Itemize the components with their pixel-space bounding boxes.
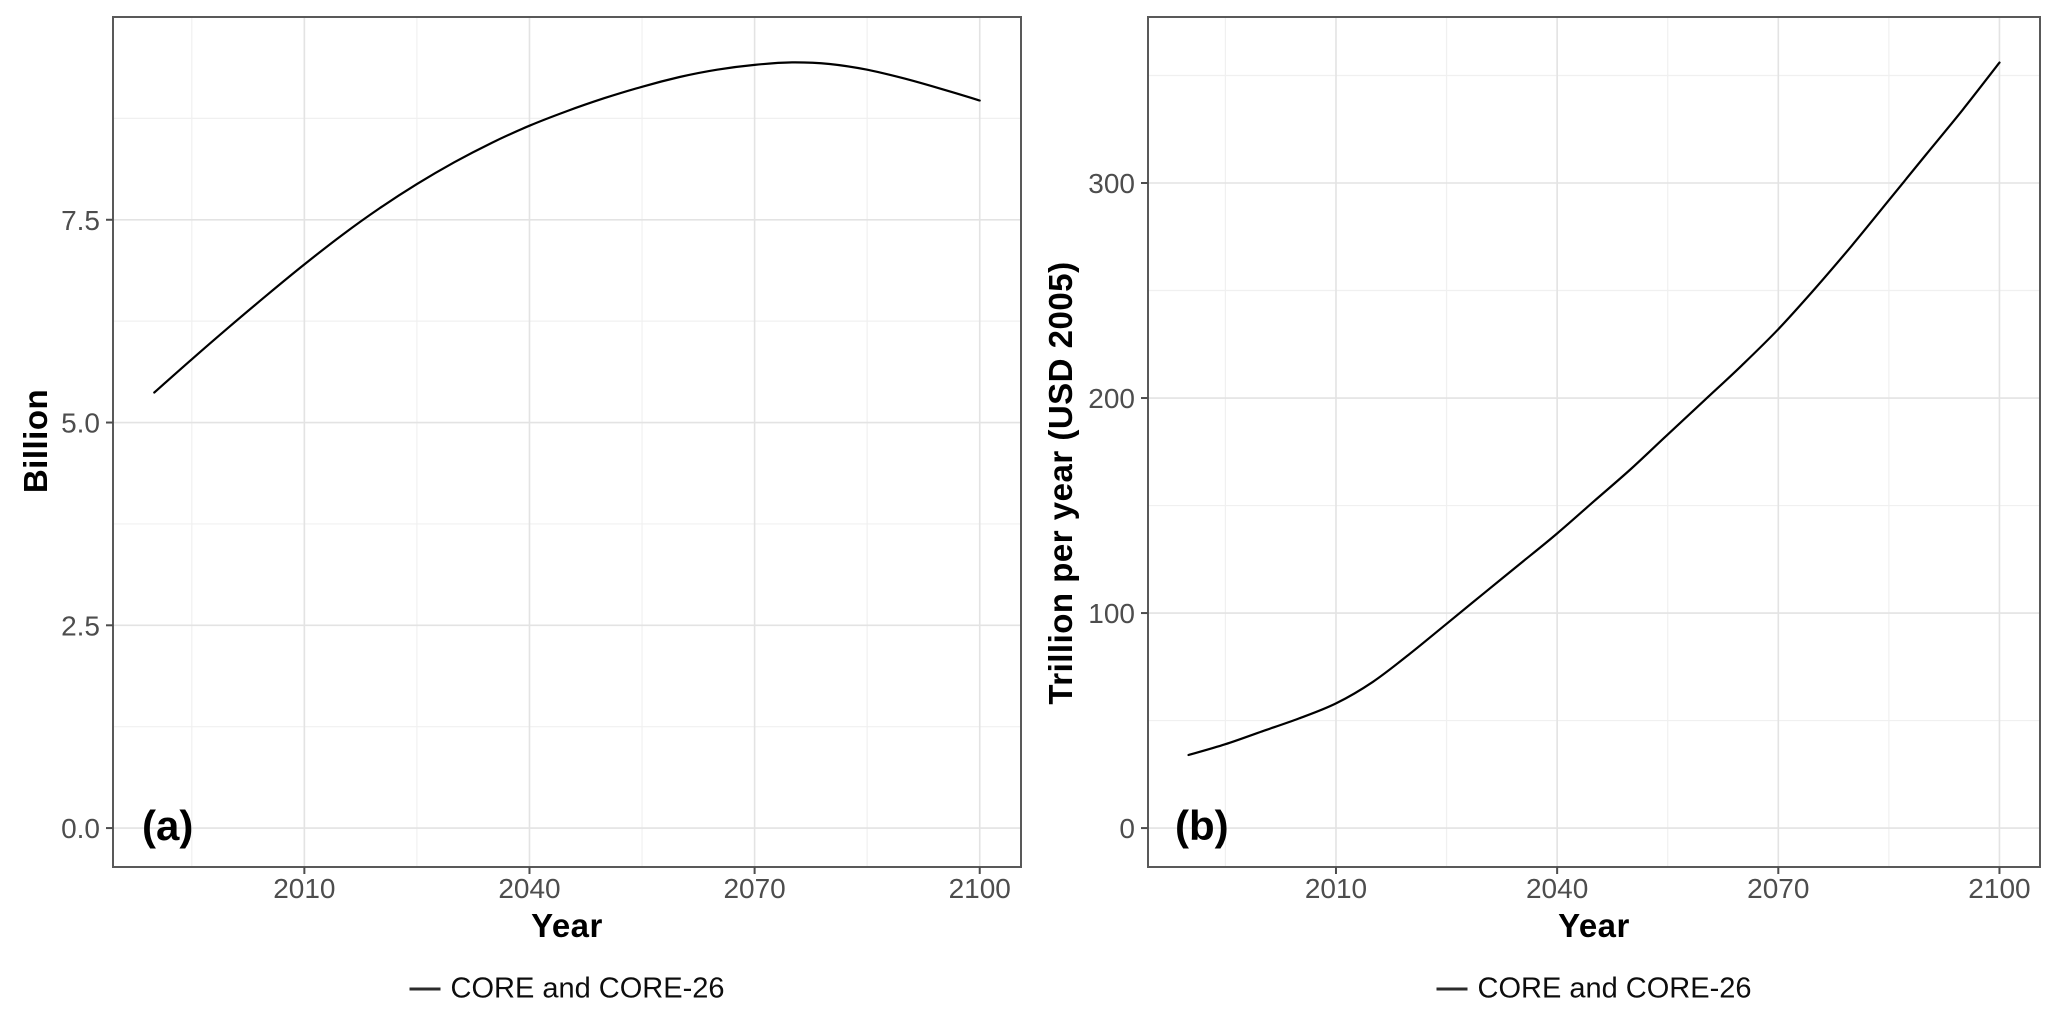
y-tick-label: 0 bbox=[1119, 813, 1135, 844]
panel-background bbox=[113, 17, 1021, 867]
panel-b: 2010 2040 2070 2100 0 100 200 300 (b) bbox=[1088, 16, 2041, 904]
y-tick-label: 5.0 bbox=[61, 408, 100, 439]
x-tick-label: 2070 bbox=[1747, 873, 1809, 904]
y-tick-label: 2.5 bbox=[61, 610, 100, 641]
y-tick-label: 300 bbox=[1088, 168, 1135, 199]
legend-panel-b: CORE and CORE-26 bbox=[1436, 972, 1752, 1006]
series-line bbox=[153, 61, 981, 394]
x-axis-title-panel-a: Year bbox=[531, 907, 603, 944]
x-tick-label: 2100 bbox=[949, 873, 1011, 904]
panel-letter: (b) bbox=[1175, 802, 1229, 849]
x-tick-label: 2070 bbox=[723, 873, 785, 904]
x-tick-label: 2040 bbox=[1526, 873, 1588, 904]
panel-border bbox=[112, 16, 1022, 868]
legend-key-line bbox=[409, 987, 441, 991]
y-tick-label: 0.0 bbox=[61, 813, 100, 844]
legend-panel-a: CORE and CORE-26 bbox=[409, 972, 725, 1006]
x-tick-label: 2010 bbox=[1305, 873, 1367, 904]
x-tick-label: 2100 bbox=[1968, 873, 2030, 904]
panel-a: 2010 2040 2070 2100 0.0 2.5 5.0 7.5 (a) bbox=[61, 16, 1022, 904]
x-axis-title-panel-b: Year bbox=[1558, 907, 1630, 944]
legend-label: CORE and CORE-26 bbox=[1477, 972, 1752, 1005]
panel-border bbox=[1147, 16, 2041, 868]
y-tick-label: 7.5 bbox=[61, 205, 100, 236]
legend-label: CORE and CORE-26 bbox=[450, 972, 725, 1005]
y-axis-title-panel-a: Billion bbox=[17, 388, 54, 494]
x-tick-label: 2010 bbox=[273, 873, 335, 904]
panel-background bbox=[1148, 17, 2040, 867]
y-tick-label: 200 bbox=[1088, 383, 1135, 414]
panel-letter: (a) bbox=[142, 802, 193, 849]
legend-key-line bbox=[1436, 987, 1468, 991]
y-tick-label: 100 bbox=[1088, 598, 1135, 629]
y-axis-title-panel-b: Trillion per year (USD 2005) bbox=[1042, 261, 1079, 705]
x-tick-label: 2040 bbox=[498, 873, 560, 904]
series-line bbox=[1187, 61, 2001, 757]
